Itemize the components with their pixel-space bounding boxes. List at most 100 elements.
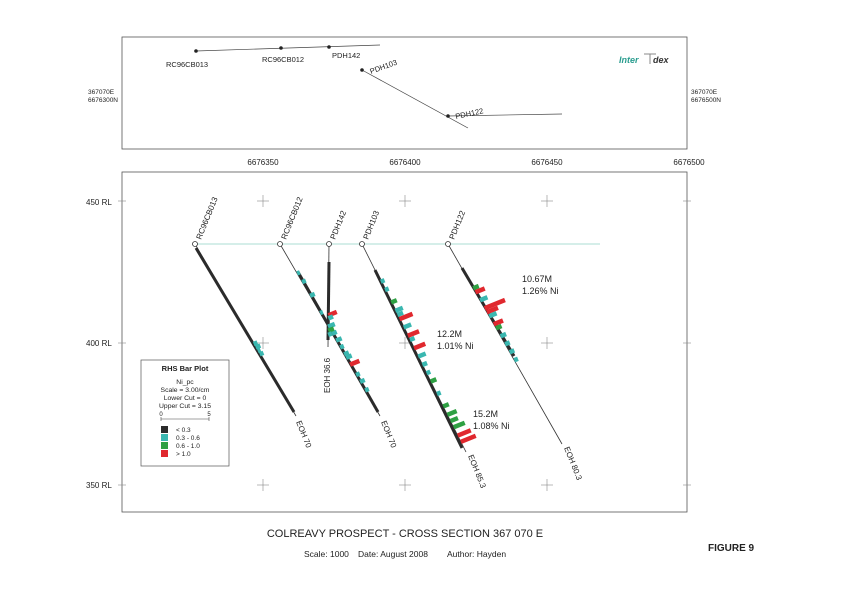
legend-class-label: 0.3 - 0.6	[176, 435, 200, 442]
figure-title: COLREAVY PROSPECT - CROSS SECTION 367 07…	[267, 528, 543, 540]
assay-low-pdh142	[326, 261, 331, 341]
assay-bar	[355, 371, 361, 378]
rl-tick: 400 RL	[86, 339, 112, 348]
plan-collar	[446, 114, 450, 118]
logo-text-a: Inter	[619, 55, 639, 65]
legend-swatch	[161, 442, 168, 449]
section-label-rc96cb012: RC96CB012	[280, 195, 305, 241]
section-frame	[121, 171, 688, 513]
assay-bar	[390, 298, 398, 305]
collar-marker	[445, 241, 451, 247]
easting-tick: 6676500	[673, 158, 705, 167]
legend-line: Ni_pc	[176, 379, 194, 386]
assay-bar	[513, 356, 519, 363]
intercept-grade-1: 1.26% Ni	[522, 286, 559, 296]
section-collars	[192, 241, 451, 247]
collar-marker	[326, 241, 332, 247]
assay-bar	[483, 297, 506, 311]
plan-label-rc96cb012: RC96CB012	[262, 55, 304, 64]
legend-line: Scale = 3.00/cm	[161, 387, 210, 394]
assay-low-pdh103	[373, 269, 464, 449]
assay-bar	[394, 305, 404, 313]
assay-bar	[486, 305, 499, 315]
plan-trace-line	[195, 44, 381, 52]
legend-title: RHS Bar Plot	[162, 364, 209, 373]
assay-bar	[460, 433, 477, 444]
easting-tick: 6676400	[389, 158, 421, 167]
plan-label-pdh142: PDH142	[332, 51, 360, 60]
section-label-pdh142: PDH142	[329, 209, 349, 241]
assay-bar	[319, 309, 324, 316]
assay-bar	[409, 335, 416, 342]
easting-tick: 6676350	[247, 158, 279, 167]
assay-bar	[413, 341, 427, 351]
assay-bar	[474, 286, 486, 295]
assay-bar	[327, 321, 336, 329]
assay-bar	[396, 310, 404, 318]
assay-bar	[442, 402, 450, 409]
assay-bar	[398, 311, 414, 322]
section-label-pdh122: PDH122	[448, 209, 468, 241]
assay-bar	[402, 322, 412, 330]
plan-frame	[121, 36, 688, 150]
plan-label-pdh122: PDH122	[455, 106, 485, 121]
eoh-rc96cb013: EOH 70	[294, 419, 313, 449]
assay-bar	[364, 386, 370, 393]
assay-bar	[407, 329, 420, 338]
assay-bar	[479, 295, 489, 303]
assay-bar	[349, 358, 361, 367]
plan-left-coord-n: 6676300N	[88, 97, 118, 104]
assay-low-rc96cb013	[194, 247, 296, 413]
plan-trace-pdh122	[447, 113, 563, 117]
assay-bar	[256, 347, 262, 353]
eoh-pdh142: EOH 36.6	[323, 357, 332, 393]
eoh-rc96cb012: EOH 70	[379, 419, 398, 449]
figure-number: FIGURE 9	[708, 543, 755, 554]
assay-bar	[359, 377, 366, 384]
assay-bar	[345, 353, 353, 360]
footer-date: Date: August 2008	[358, 549, 428, 559]
easting-tick: 6676450	[531, 158, 563, 167]
interdex-logo: Inter dex	[619, 53, 670, 65]
assay-bar	[499, 331, 507, 339]
collar-marker	[192, 241, 198, 247]
assay-bar	[327, 314, 334, 321]
section-label-pdh103: PDH103	[362, 209, 382, 241]
assay-bar	[495, 323, 503, 331]
assay-bar	[309, 291, 316, 298]
intercept-grade-3: 1.08% Ni	[473, 421, 510, 431]
rl-tick: 450 RL	[86, 198, 112, 207]
legend-scale-max: 5	[207, 412, 211, 418]
assay-bar	[456, 428, 472, 438]
easting-axis: 6676350 6676400 6676450 6676500	[247, 158, 705, 167]
assay-bar	[296, 270, 301, 276]
assay-bar	[429, 377, 438, 384]
assay-bar	[301, 278, 307, 285]
assay-bar	[472, 283, 480, 291]
assay-bar	[504, 340, 511, 347]
legend-swatch	[161, 450, 168, 457]
assay-bar	[508, 348, 516, 355]
legend-class-label: 0.6 - 1.0	[176, 443, 200, 450]
assay-bar	[449, 415, 459, 424]
eoh-pdh122: EOH 80.3	[562, 445, 584, 481]
plan-left-coord-e: 367070E	[88, 89, 115, 96]
plan-label-rc96cb013: RC96CB013	[166, 60, 208, 69]
plan-collar	[194, 49, 198, 53]
plan-right-coord-e: 367070E	[691, 89, 718, 96]
assay-bar	[446, 408, 458, 417]
plan-collar	[360, 68, 364, 72]
assay-bar	[421, 360, 428, 367]
assay-bars	[252, 270, 519, 444]
assay-bar	[379, 278, 386, 284]
intercept-length-2: 12.2M	[437, 329, 462, 339]
eoh-pdh103: EOH 85.3	[466, 453, 488, 489]
legend-class-label: > 1.0	[176, 451, 191, 458]
assay-bar	[488, 311, 498, 319]
legend-swatches: < 0.30.3 - 0.60.6 - 1.0> 1.0	[161, 426, 200, 458]
footer-author: Author: Hayden	[447, 549, 506, 559]
section-label-rc96cb013: RC96CB013	[195, 195, 220, 241]
plan-trace-pdh103	[361, 69, 469, 129]
assay-bar	[384, 286, 390, 293]
legend-line: Lower Cut = 0	[164, 395, 207, 402]
